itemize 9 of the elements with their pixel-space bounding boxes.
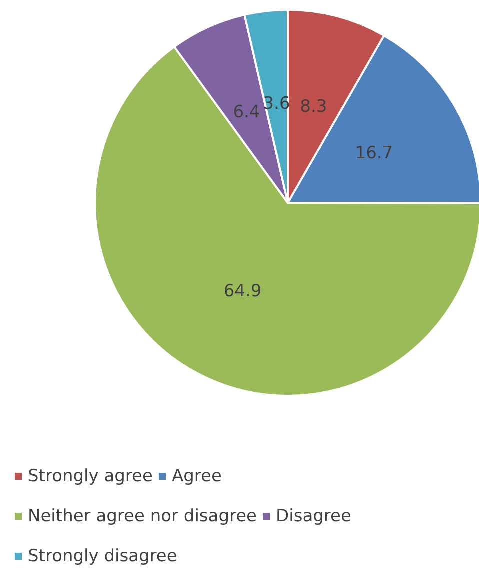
data-label: 6.4	[233, 102, 260, 122]
legend-label: Strongly disagree	[28, 546, 178, 566]
legend-label: Neither agree nor disagree	[28, 506, 258, 526]
data-label: 16.7	[355, 143, 394, 164]
legend-label: Strongly agree	[28, 466, 153, 486]
legend-label: Disagree	[276, 506, 352, 526]
data-label: 8.3	[300, 96, 328, 117]
data-label: 64.9	[224, 282, 262, 302]
legend-label: Agree	[172, 466, 222, 486]
